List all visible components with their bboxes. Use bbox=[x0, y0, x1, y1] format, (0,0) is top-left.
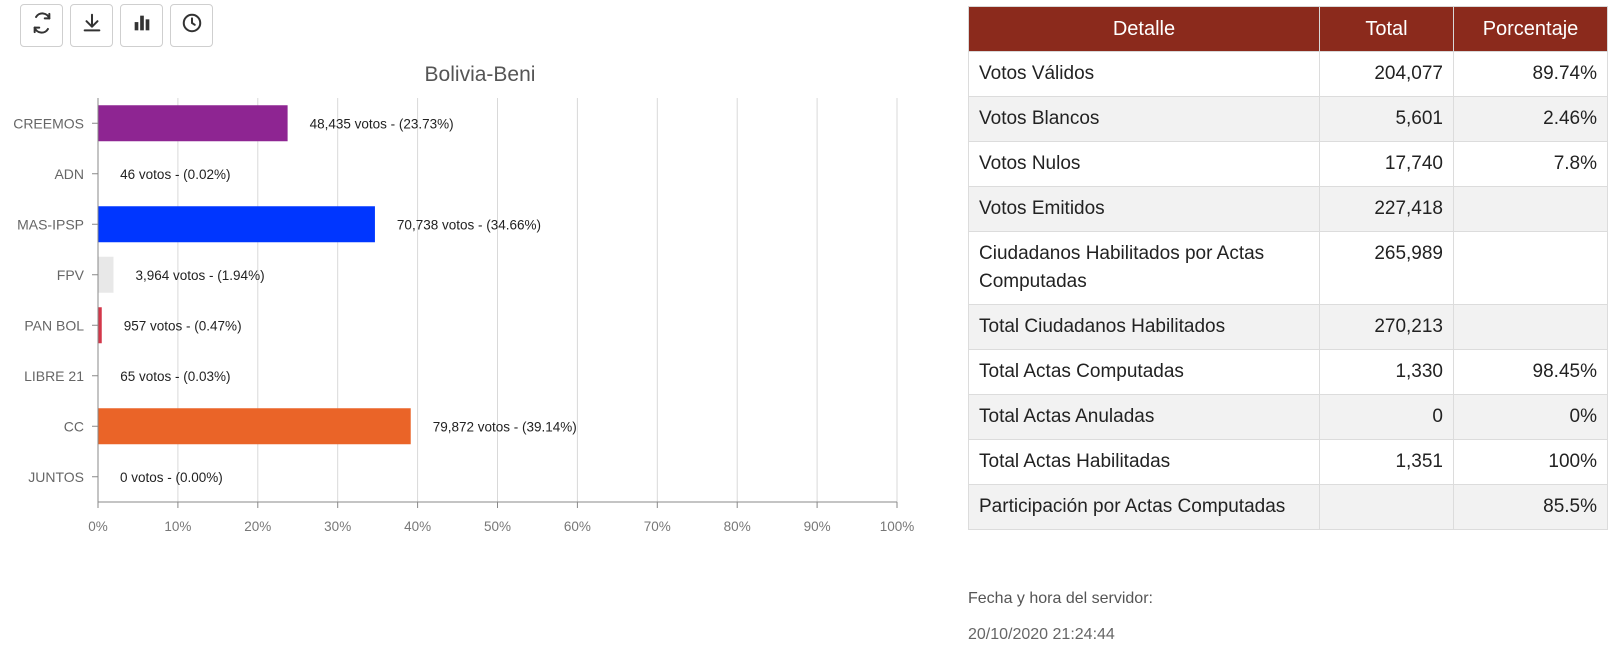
table-row: Total Actas Anuladas 0 0% bbox=[968, 394, 1608, 440]
x-tick-label: 0% bbox=[88, 519, 108, 534]
table-row: Votos Válidos 204,077 89.74% bbox=[968, 51, 1608, 97]
row-detalle: Votos Nulos bbox=[968, 141, 1320, 187]
row-porcentaje: 7.8% bbox=[1453, 141, 1608, 187]
row-detalle: Votos Blancos bbox=[968, 96, 1320, 142]
download-button[interactable] bbox=[70, 4, 113, 47]
category-label: CREEMOS bbox=[13, 115, 84, 131]
table-row: Votos Emitidos 227,418 bbox=[968, 186, 1608, 232]
x-tick-label: 90% bbox=[804, 519, 831, 534]
row-porcentaje: 89.74% bbox=[1453, 51, 1608, 97]
table-row: Votos Nulos 17,740 7.8% bbox=[968, 141, 1608, 187]
bar-fpv bbox=[98, 256, 114, 293]
category-label: FPV bbox=[57, 267, 85, 283]
bar-creemos bbox=[98, 105, 288, 142]
row-total: 227,418 bbox=[1319, 186, 1454, 232]
category-label: CC bbox=[64, 418, 84, 434]
bar-pan-bol bbox=[98, 307, 102, 344]
data-label: 48,435 votos - (23.73%) bbox=[310, 116, 454, 131]
x-tick-label: 60% bbox=[564, 519, 591, 534]
history-button[interactable] bbox=[170, 4, 213, 47]
row-detalle: Total Actas Computadas bbox=[968, 349, 1320, 395]
row-porcentaje: 85.5% bbox=[1453, 484, 1608, 530]
row-total: 204,077 bbox=[1319, 51, 1454, 97]
bar-chart-icon bbox=[131, 12, 153, 39]
row-detalle: Votos Emitidos bbox=[968, 186, 1320, 232]
server-time-label: Fecha y hora del servidor: bbox=[968, 590, 1153, 607]
bar-chart: Bolivia-Beni CREEMOS 48,435 votos - (23.7… bbox=[13, 63, 915, 534]
row-total: 270,213 bbox=[1319, 304, 1454, 350]
table-row: Total Actas Computadas 1,330 98.45% bbox=[968, 349, 1608, 395]
row-detalle: Participación por Actas Computadas bbox=[968, 484, 1320, 530]
header-detalle[interactable]: Detalle bbox=[968, 6, 1320, 52]
table-row: Participación por Actas Computadas 85.5% bbox=[968, 484, 1608, 530]
row-detalle: Votos Válidos bbox=[968, 51, 1320, 97]
table-header-row: Detalle Total Porcentaje bbox=[968, 6, 1608, 52]
x-tick-label: 10% bbox=[164, 519, 191, 534]
row-total: 1,330 bbox=[1319, 349, 1454, 395]
row-porcentaje bbox=[1453, 186, 1608, 232]
category-label: ADN bbox=[54, 166, 84, 182]
row-detalle: Total Actas Habilitadas bbox=[968, 439, 1320, 485]
refresh-button[interactable] bbox=[20, 4, 63, 47]
category-label: LIBRE 21 bbox=[24, 368, 84, 384]
x-tick-label: 70% bbox=[644, 519, 671, 534]
row-total: 17,740 bbox=[1319, 141, 1454, 187]
row-detalle: Total Ciudadanos Habilitados bbox=[968, 304, 1320, 350]
download-icon bbox=[81, 12, 103, 39]
category-label: MAS-IPSP bbox=[17, 216, 84, 232]
table-row: Total Ciudadanos Habilitados 270,213 bbox=[968, 304, 1608, 350]
toolbar bbox=[20, 4, 213, 47]
x-tick-label: 50% bbox=[484, 519, 511, 534]
row-total: 5,601 bbox=[1319, 96, 1454, 142]
row-porcentaje: 100% bbox=[1453, 439, 1608, 485]
data-label: 46 votos - (0.02%) bbox=[120, 167, 230, 182]
row-detalle: Ciudadanos Habilitados por Actas Computa… bbox=[968, 231, 1320, 305]
clock-icon bbox=[181, 12, 203, 39]
data-label: 79,872 votos - (39.14%) bbox=[433, 419, 577, 434]
header-porcentaje[interactable]: Porcentaje bbox=[1453, 6, 1608, 52]
x-tick-label: 100% bbox=[880, 519, 915, 534]
table-row: Votos Blancos 5,601 2.46% bbox=[968, 96, 1608, 142]
x-tick-label: 20% bbox=[244, 519, 271, 534]
table-row: Total Actas Habilitadas 1,351 100% bbox=[968, 439, 1608, 485]
x-tick-label: 30% bbox=[324, 519, 351, 534]
row-porcentaje bbox=[1453, 304, 1608, 350]
category-label: PAN BOL bbox=[24, 317, 84, 333]
category-label: JUNTOS bbox=[28, 469, 84, 485]
data-label: 957 votos - (0.47%) bbox=[124, 318, 242, 333]
data-label: 70,738 votos - (34.66%) bbox=[397, 217, 541, 232]
header-total[interactable]: Total bbox=[1319, 6, 1454, 52]
data-label: 0 votos - (0.00%) bbox=[120, 470, 223, 485]
row-total: 265,989 bbox=[1319, 231, 1454, 305]
bar-mas-ipsp bbox=[98, 206, 375, 243]
row-detalle: Total Actas Anuladas bbox=[968, 394, 1320, 440]
x-tick-label: 40% bbox=[404, 519, 431, 534]
row-porcentaje: 0% bbox=[1453, 394, 1608, 440]
server-time-value: 20/10/2020 21:24:44 bbox=[968, 626, 1115, 643]
data-label: 65 votos - (0.03%) bbox=[120, 369, 230, 384]
row-porcentaje: 98.45% bbox=[1453, 349, 1608, 395]
row-porcentaje: 2.46% bbox=[1453, 96, 1608, 142]
table-row: Ciudadanos Habilitados por Actas Computa… bbox=[968, 231, 1608, 305]
summary-table: Detalle Total Porcentaje Votos Válidos 2… bbox=[968, 6, 1608, 530]
x-tick-label: 80% bbox=[724, 519, 751, 534]
chart-title: Bolivia-Beni bbox=[425, 63, 536, 86]
row-total: 1,351 bbox=[1319, 439, 1454, 485]
bar-chart-button[interactable] bbox=[120, 4, 163, 47]
row-total: 0 bbox=[1319, 394, 1454, 440]
row-porcentaje bbox=[1453, 231, 1608, 305]
row-total bbox=[1319, 484, 1454, 530]
data-label: 3,964 votos - (1.94%) bbox=[136, 268, 265, 283]
refresh-icon bbox=[31, 12, 53, 39]
bar-cc bbox=[98, 408, 411, 445]
